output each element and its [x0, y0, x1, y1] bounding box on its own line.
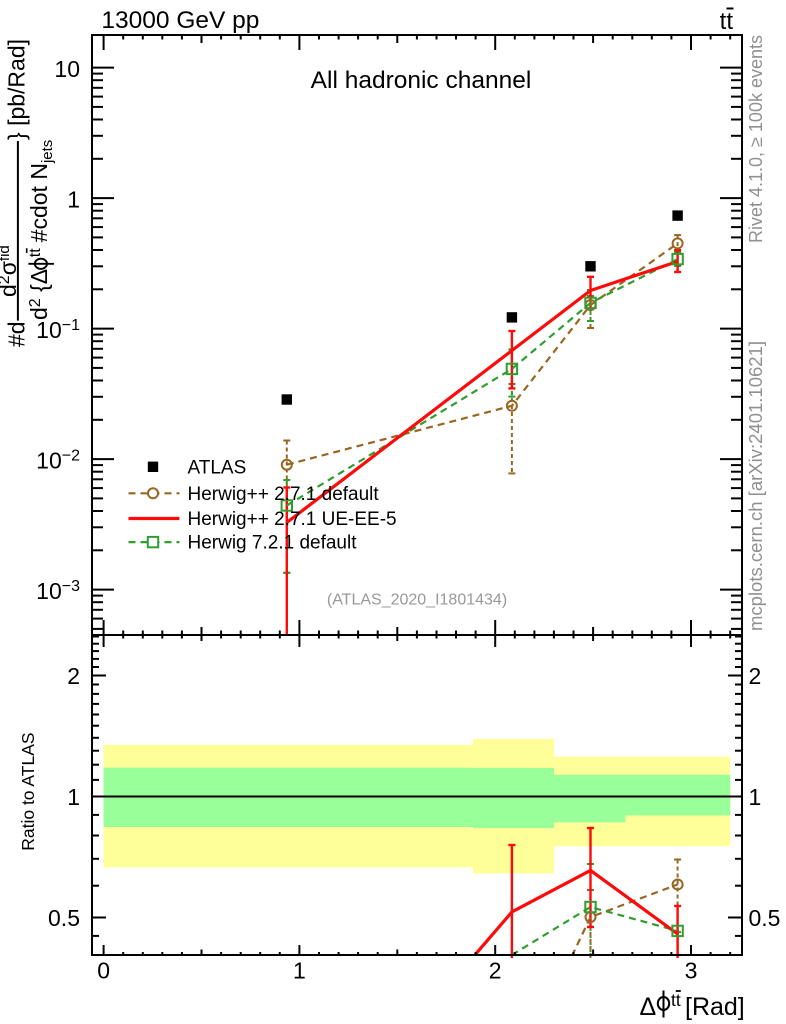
svg-text:0: 0 [97, 957, 110, 983]
svg-text:Herwig++ 2.7.1 UE-EE-5: Herwig++ 2.7.1 UE-EE-5 [188, 509, 397, 530]
svg-text:[Rad]: [Rad] [685, 993, 745, 1021]
svg-text:d2 {Δ: d2 {Δ [26, 269, 52, 320]
svg-text:2: 2 [749, 663, 762, 689]
svg-text:tt: tt [720, 8, 734, 35]
svg-text:0.5: 0.5 [749, 905, 781, 931]
svg-text:1: 1 [67, 187, 80, 213]
svg-text:} [pb/Rad]: } [pb/Rad] [4, 39, 30, 140]
svg-text:tt: tt [27, 248, 44, 257]
svg-text:mcplots.cern.ch [arXiv:2401.10: mcplots.cern.ch [arXiv:2401.10621] [745, 341, 766, 631]
svg-text:ATLAS: ATLAS [188, 457, 247, 478]
svg-text:(ATLAS_2020_I1801434): (ATLAS_2020_I1801434) [327, 591, 507, 608]
svg-text:Herwig 7.2.1 default: Herwig 7.2.1 default [188, 533, 358, 554]
svg-text:13000 GeV pp: 13000 GeV pp [101, 7, 259, 34]
svg-text:2: 2 [67, 663, 80, 689]
svg-text:Δ: Δ [640, 993, 657, 1021]
svg-text:Herwig++ 2.7.1 default: Herwig++ 2.7.1 default [188, 484, 380, 505]
svg-text:All hadronic channel: All hadronic channel [311, 67, 532, 94]
svg-text:1: 1 [293, 957, 306, 983]
svg-text:Rivet 4.1.0, ≥ 100k events: Rivet 4.1.0, ≥ 100k events [746, 35, 766, 243]
svg-text:tt: tt [671, 990, 681, 1010]
svg-text:10−3: 10−3 [36, 578, 80, 604]
svg-text:1: 1 [67, 784, 80, 810]
svg-text:Ratio to ATLAS: Ratio to ATLAS [18, 732, 38, 850]
svg-text:1: 1 [749, 784, 762, 810]
svg-text:#d: #d [4, 321, 30, 347]
svg-text:0.5: 0.5 [48, 905, 80, 931]
svg-text:2: 2 [489, 957, 502, 983]
svg-text:3: 3 [685, 957, 698, 983]
svg-text:10: 10 [54, 56, 80, 82]
